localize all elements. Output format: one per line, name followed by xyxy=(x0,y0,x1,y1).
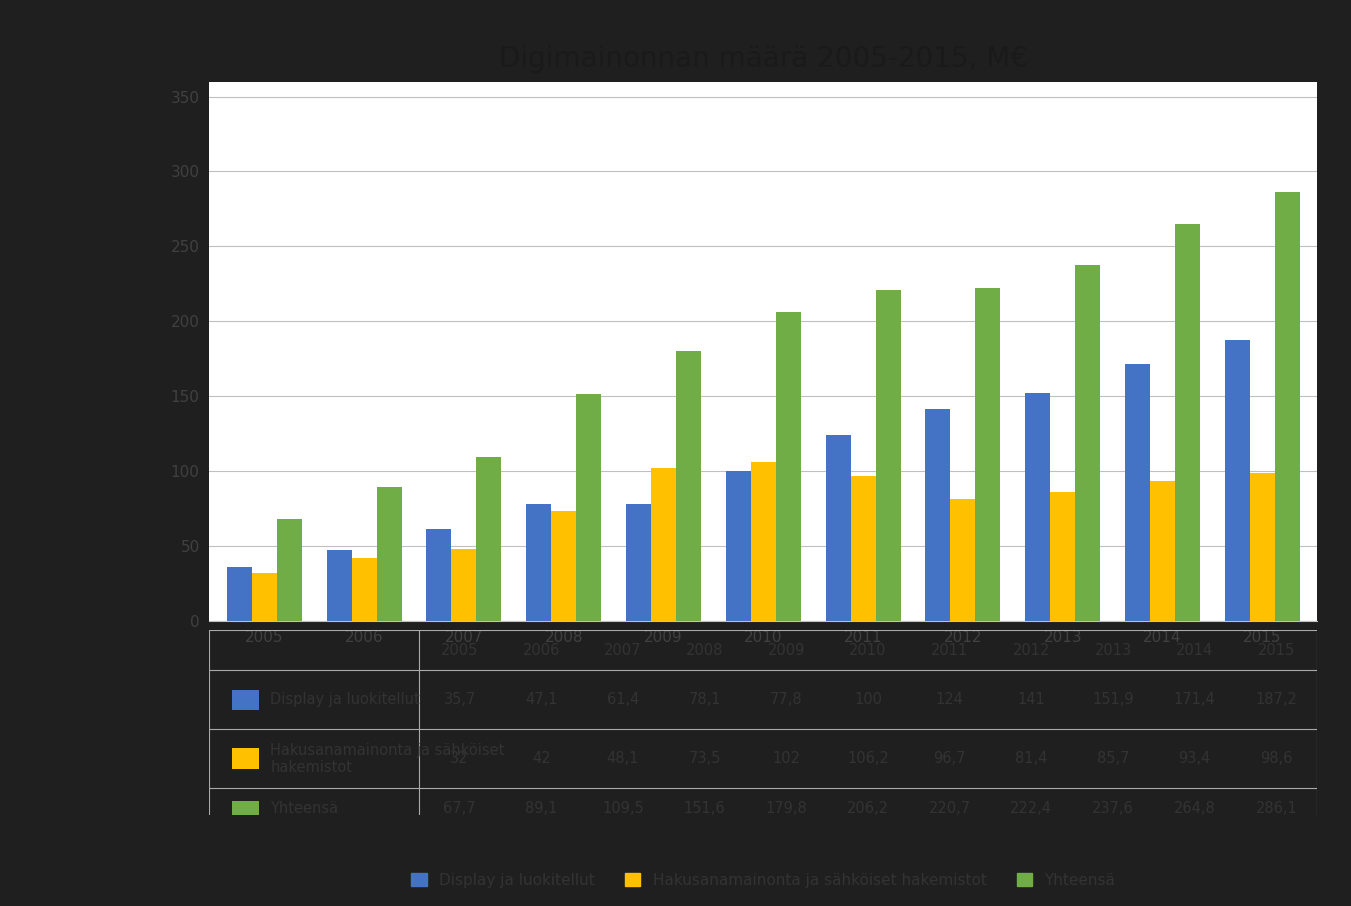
Bar xyxy=(875,290,901,621)
Text: 98,6: 98,6 xyxy=(1260,751,1293,766)
Text: 109,5: 109,5 xyxy=(603,801,644,816)
Text: Yhteensä: Yhteensä xyxy=(270,801,339,816)
Text: 220,7: 220,7 xyxy=(928,801,971,816)
Bar xyxy=(751,461,775,621)
Text: 206,2: 206,2 xyxy=(847,801,889,816)
Text: 47,1: 47,1 xyxy=(526,692,558,708)
Bar xyxy=(231,748,259,769)
Text: 32: 32 xyxy=(450,751,469,766)
Bar xyxy=(477,457,501,621)
Text: 96,7: 96,7 xyxy=(934,751,966,766)
Text: Display ja luokitellut: Display ja luokitellut xyxy=(270,692,420,708)
Bar xyxy=(277,519,301,621)
Text: Hakusanamainonta ja sähköiset
hakemistot: Hakusanamainonta ja sähköiset hakemistot xyxy=(270,743,505,775)
Bar xyxy=(725,471,751,621)
Text: 222,4: 222,4 xyxy=(1011,801,1052,816)
Bar xyxy=(1050,492,1075,621)
Bar xyxy=(626,504,651,621)
Text: 42: 42 xyxy=(532,751,551,766)
Legend: Display ja luokitellut, Hakusanamainonta ja sähköiset hakemistot, Yhteensä: Display ja luokitellut, Hakusanamainonta… xyxy=(405,867,1121,894)
Text: 2011: 2011 xyxy=(931,642,969,658)
Text: 2013: 2013 xyxy=(1094,642,1132,658)
Bar xyxy=(1225,341,1250,621)
Text: 77,8: 77,8 xyxy=(770,692,802,708)
Text: 187,2: 187,2 xyxy=(1255,692,1297,708)
Bar xyxy=(1250,473,1275,621)
Text: 264,8: 264,8 xyxy=(1174,801,1216,816)
Bar xyxy=(227,567,251,621)
Bar xyxy=(451,549,477,621)
Text: 35,7: 35,7 xyxy=(443,692,476,708)
Text: 100: 100 xyxy=(854,692,882,708)
Bar xyxy=(251,573,277,621)
Text: 73,5: 73,5 xyxy=(689,751,721,766)
Text: 179,8: 179,8 xyxy=(766,801,807,816)
Bar xyxy=(975,287,1000,621)
Bar xyxy=(775,312,801,621)
Bar xyxy=(527,504,551,621)
Text: 48,1: 48,1 xyxy=(607,751,639,766)
Text: 81,4: 81,4 xyxy=(1015,751,1047,766)
Text: 2008: 2008 xyxy=(686,642,723,658)
Bar xyxy=(231,689,259,710)
Bar xyxy=(231,802,259,815)
Bar xyxy=(1125,364,1150,621)
Bar xyxy=(377,487,401,621)
Bar xyxy=(427,529,451,621)
Text: 61,4: 61,4 xyxy=(607,692,639,708)
Bar xyxy=(327,550,351,621)
Bar xyxy=(576,393,601,621)
Text: 85,7: 85,7 xyxy=(1097,751,1129,766)
Text: 151,9: 151,9 xyxy=(1092,692,1133,708)
Text: 2005: 2005 xyxy=(440,642,478,658)
Text: 2012: 2012 xyxy=(1013,642,1050,658)
Bar xyxy=(851,476,875,621)
Text: 106,2: 106,2 xyxy=(847,751,889,766)
Text: 67,7: 67,7 xyxy=(443,801,476,816)
Bar xyxy=(1025,393,1050,621)
Text: 78,1: 78,1 xyxy=(689,692,721,708)
Text: 151,6: 151,6 xyxy=(684,801,725,816)
Text: 2015: 2015 xyxy=(1258,642,1296,658)
Bar xyxy=(1275,192,1300,621)
Text: 2007: 2007 xyxy=(604,642,642,658)
Bar xyxy=(1075,265,1100,621)
Bar xyxy=(951,498,975,621)
Text: 2014: 2014 xyxy=(1177,642,1213,658)
Text: 171,4: 171,4 xyxy=(1174,692,1216,708)
Text: 237,6: 237,6 xyxy=(1092,801,1133,816)
Text: 2009: 2009 xyxy=(767,642,805,658)
Text: 2006: 2006 xyxy=(523,642,561,658)
Bar xyxy=(825,435,851,621)
Text: 124: 124 xyxy=(936,692,963,708)
Text: 2010: 2010 xyxy=(850,642,886,658)
Text: 93,4: 93,4 xyxy=(1178,751,1210,766)
Bar xyxy=(1150,481,1175,621)
Bar xyxy=(925,410,951,621)
Text: 286,1: 286,1 xyxy=(1255,801,1297,816)
Bar xyxy=(1175,224,1200,621)
Bar xyxy=(351,558,377,621)
Text: Digimainonnan määrä 2005-2015, M€: Digimainonnan määrä 2005-2015, M€ xyxy=(499,45,1028,72)
Bar xyxy=(551,511,576,621)
Text: 141: 141 xyxy=(1017,692,1046,708)
Text: 89,1: 89,1 xyxy=(526,801,558,816)
Bar xyxy=(676,352,701,621)
Text: 102: 102 xyxy=(773,751,800,766)
Bar xyxy=(651,467,676,621)
